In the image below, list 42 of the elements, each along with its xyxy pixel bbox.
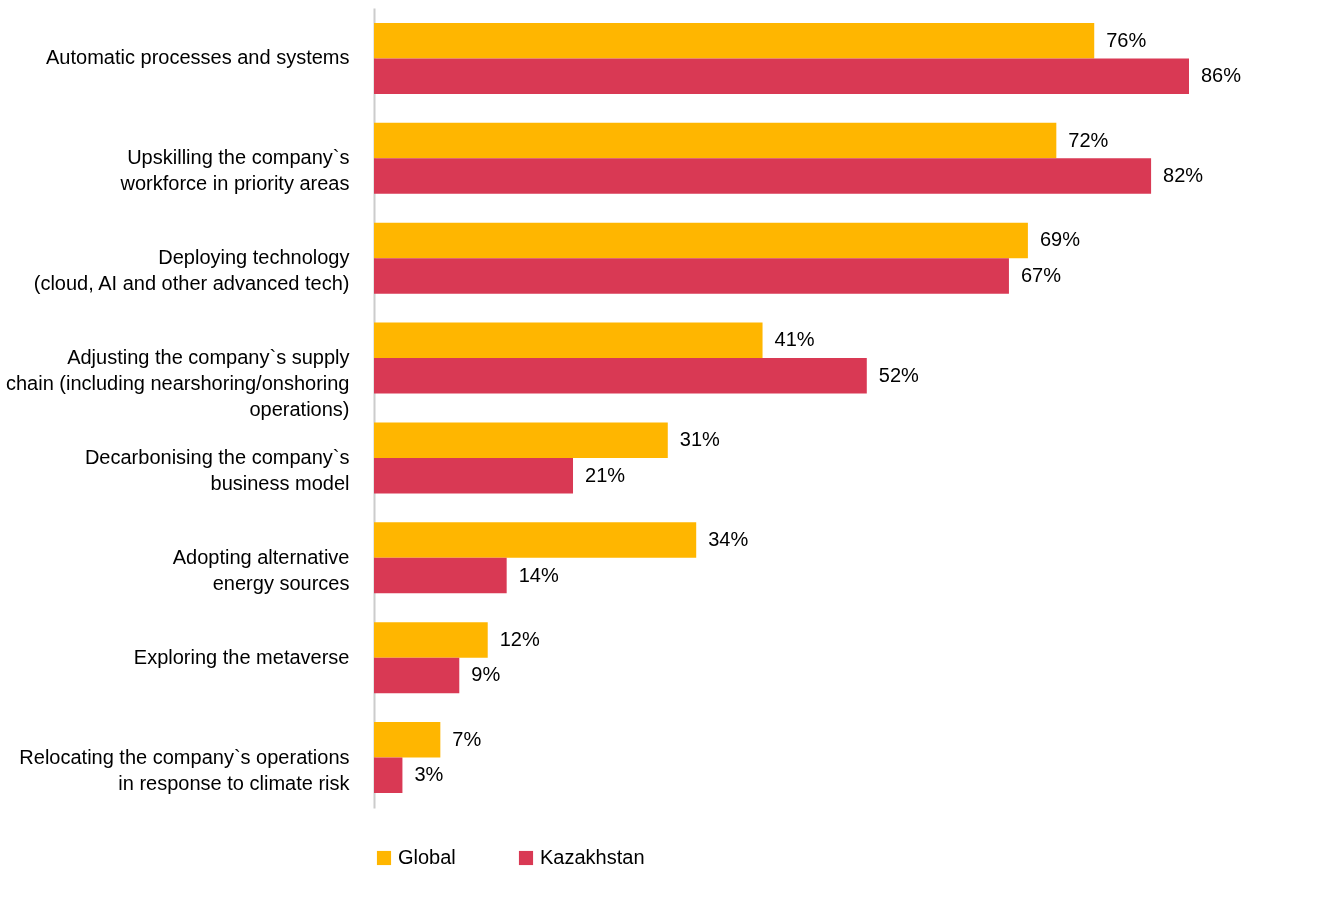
- data-label: 69%: [1039, 228, 1081, 251]
- bar: [374, 522, 697, 558]
- data-label: 21%: [585, 463, 626, 486]
- bar: [374, 358, 867, 394]
- y-tick-label: Deploying technology (cloud, AI and other advanced tech): [33, 246, 350, 295]
- data-label: 76%: [1106, 28, 1147, 51]
- data-label: 86%: [1201, 64, 1242, 87]
- bar: [374, 622, 488, 658]
- data-label: 12%: [499, 627, 540, 650]
- data-label: 7%: [452, 727, 482, 750]
- bar: [374, 158, 1152, 194]
- data-label: 14%: [518, 563, 559, 586]
- data-label: 82%: [1163, 164, 1204, 187]
- y-tick-label: Automatic processes and systems: [46, 46, 350, 69]
- data-label: 41%: [774, 328, 815, 351]
- data-label: 67%: [1020, 263, 1062, 286]
- legend-label: Global: [398, 846, 456, 868]
- bar: [374, 322, 763, 359]
- bar: [374, 657, 460, 694]
- y-tick-label: Decarbonising the company`s business model: [84, 445, 350, 494]
- data-label: 34%: [708, 528, 749, 551]
- y-tick-label: Adopting alternative energy sources: [172, 545, 350, 594]
- bar: [374, 757, 403, 794]
- data-label: 72%: [1068, 128, 1109, 151]
- bar: [374, 58, 1189, 94]
- y-tick-label: Adjusting the company`s supply chain (including nearshoring/onshoring operations): [5, 346, 350, 421]
- data-label: 3%: [414, 763, 444, 786]
- bar: [374, 22, 1095, 59]
- y-tick-label: Upskilling the company`s workforce in priority areas: [119, 146, 350, 195]
- bar: [374, 422, 668, 458]
- y-tick-label: Relocating the company`s operations in response to climate risk: [19, 745, 351, 794]
- data-label: 31%: [679, 428, 721, 451]
- bar: [374, 258, 1009, 294]
- bar: [374, 457, 574, 494]
- legend-label: Kazakhstan: [540, 846, 645, 868]
- y-tick-label: Exploring the metaverse: [133, 645, 350, 668]
- bar: [374, 222, 1028, 259]
- bar: [374, 122, 1057, 159]
- data-label: 52%: [878, 363, 920, 386]
- bar: [374, 557, 507, 594]
- data-label: 9%: [471, 663, 501, 686]
- bar: [374, 722, 441, 758]
